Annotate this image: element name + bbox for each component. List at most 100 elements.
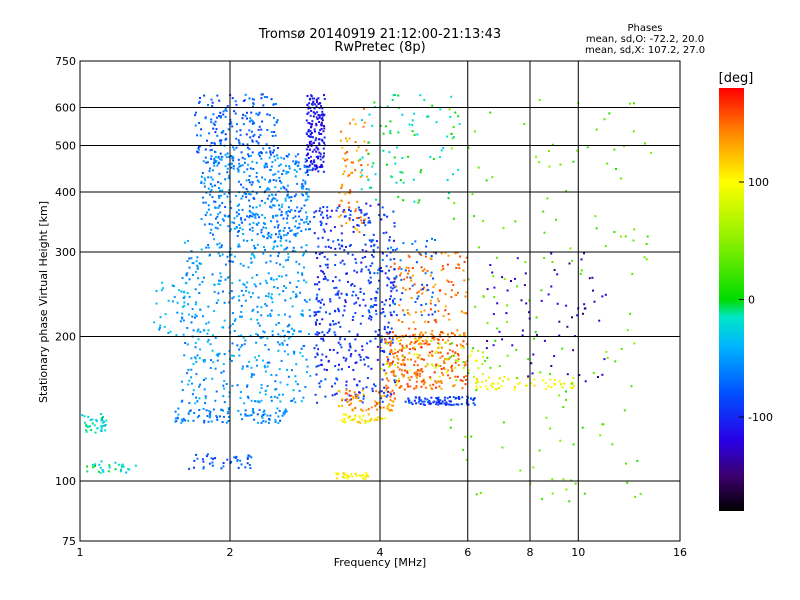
data-point bbox=[503, 278, 506, 280]
data-point bbox=[320, 251, 323, 254]
data-point bbox=[336, 477, 339, 480]
data-point bbox=[414, 340, 417, 343]
x-axis-label: Frequency [MHz] bbox=[334, 556, 426, 569]
data-point bbox=[446, 371, 448, 374]
data-point bbox=[249, 214, 252, 217]
data-point bbox=[215, 353, 218, 356]
data-point bbox=[466, 398, 469, 401]
data-point bbox=[256, 243, 259, 246]
data-point bbox=[224, 263, 227, 266]
data-point bbox=[213, 310, 216, 312]
data-point bbox=[272, 247, 275, 250]
data-point bbox=[455, 379, 458, 382]
data-point bbox=[392, 392, 395, 395]
data-point bbox=[575, 149, 578, 152]
data-point bbox=[340, 130, 343, 133]
data-point bbox=[293, 168, 296, 171]
data-point bbox=[264, 366, 267, 369]
data-point bbox=[377, 203, 380, 206]
data-point bbox=[255, 192, 258, 195]
data-point bbox=[393, 258, 396, 260]
data-point bbox=[211, 223, 214, 226]
data-point bbox=[506, 354, 509, 357]
data-point bbox=[295, 170, 298, 173]
data-point bbox=[354, 414, 357, 417]
data-point bbox=[397, 377, 400, 380]
data-point bbox=[294, 234, 297, 237]
data-point bbox=[395, 247, 398, 250]
data-point bbox=[167, 299, 170, 302]
data-point bbox=[295, 220, 298, 223]
data-point bbox=[339, 139, 342, 142]
data-point bbox=[368, 113, 371, 116]
data-point bbox=[439, 365, 442, 368]
data-point bbox=[348, 217, 351, 220]
data-point bbox=[348, 219, 351, 222]
data-point bbox=[413, 387, 416, 390]
data-point bbox=[353, 269, 356, 272]
data-point bbox=[249, 228, 251, 231]
data-point bbox=[337, 290, 340, 293]
data-point bbox=[543, 339, 546, 342]
data-point bbox=[456, 329, 459, 332]
data-point bbox=[632, 130, 635, 133]
data-point bbox=[452, 396, 455, 398]
data-point bbox=[356, 397, 359, 400]
data-point bbox=[288, 196, 291, 199]
data-point bbox=[349, 355, 352, 358]
data-point bbox=[513, 388, 516, 391]
data-point bbox=[421, 370, 424, 373]
data-point bbox=[316, 166, 318, 169]
data-point bbox=[346, 476, 349, 479]
data-point bbox=[155, 302, 158, 305]
data-point bbox=[352, 290, 355, 293]
data-point bbox=[209, 213, 212, 216]
data-point bbox=[316, 283, 319, 286]
data-point bbox=[292, 249, 295, 252]
data-point bbox=[239, 459, 242, 462]
data-point bbox=[355, 383, 358, 386]
data-point bbox=[643, 256, 646, 259]
data-point bbox=[359, 216, 362, 219]
data-point bbox=[432, 277, 434, 280]
data-point bbox=[431, 104, 434, 107]
data-point bbox=[344, 413, 347, 416]
data-point bbox=[352, 225, 355, 228]
data-point bbox=[255, 332, 258, 335]
data-point bbox=[401, 113, 404, 116]
data-point bbox=[565, 398, 568, 401]
data-point bbox=[99, 466, 102, 469]
data-point bbox=[615, 168, 617, 170]
data-point bbox=[361, 174, 364, 177]
data-point bbox=[420, 288, 423, 291]
data-point bbox=[428, 351, 431, 354]
data-point bbox=[340, 419, 343, 422]
data-point bbox=[274, 412, 277, 414]
data-point bbox=[391, 400, 394, 403]
data-point bbox=[196, 354, 199, 357]
data-point bbox=[214, 155, 217, 158]
data-point bbox=[227, 214, 230, 217]
data-point bbox=[632, 239, 635, 242]
data-point bbox=[476, 380, 479, 383]
data-point bbox=[395, 285, 398, 288]
data-point bbox=[355, 301, 358, 304]
data-point bbox=[362, 387, 365, 390]
data-point bbox=[278, 233, 281, 236]
data-point bbox=[603, 118, 606, 121]
data-point bbox=[249, 154, 252, 157]
data-point bbox=[318, 121, 320, 123]
data-point bbox=[385, 299, 387, 302]
data-point bbox=[337, 239, 340, 241]
data-point bbox=[383, 386, 386, 389]
data-point bbox=[158, 326, 161, 329]
data-point bbox=[436, 401, 438, 404]
data-point bbox=[374, 404, 377, 407]
data-point bbox=[535, 316, 538, 319]
data-point bbox=[348, 403, 351, 406]
data-point bbox=[380, 367, 383, 370]
data-point bbox=[594, 215, 597, 218]
data-point bbox=[341, 183, 344, 186]
data-point bbox=[380, 406, 382, 409]
data-point bbox=[241, 367, 244, 370]
